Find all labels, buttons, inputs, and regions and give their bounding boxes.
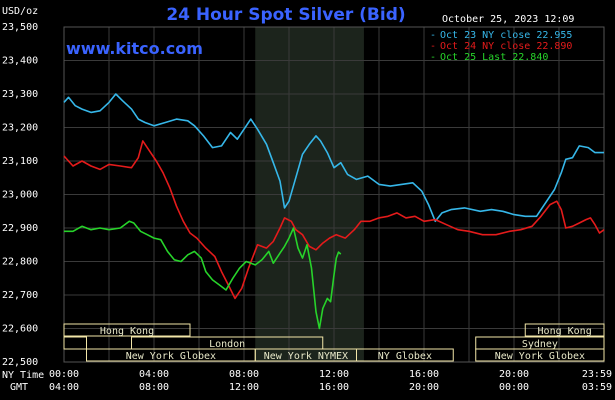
x-tick-gmt: 04:00 bbox=[49, 382, 79, 393]
y-tick-label: 23,200 bbox=[2, 123, 38, 134]
legend-entry-oct24: Oct 24 NY close 22.890 bbox=[440, 41, 572, 52]
x-tick-ny: 00:00 bbox=[49, 369, 79, 380]
y-tick-label: 23,400 bbox=[2, 56, 38, 67]
site-brand: www.kitco.com bbox=[66, 39, 203, 58]
ny-time-label: NY Time bbox=[2, 370, 44, 381]
x-tick-ny: 23:59 bbox=[582, 369, 612, 380]
x-tick-gmt: 08:00 bbox=[139, 382, 169, 393]
session-label: Hong Kong bbox=[100, 326, 154, 337]
session-label: New York Globex bbox=[495, 351, 585, 362]
legend-dash-oct24: - bbox=[430, 41, 436, 52]
legend-dash-oct25: - bbox=[430, 52, 436, 63]
x-tick-ny: 08:00 bbox=[229, 369, 259, 380]
plot-frame bbox=[63, 26, 605, 363]
chart-title: 24 Hour Spot Silver (Bid) bbox=[166, 5, 405, 25]
session-label: Hong Kong bbox=[538, 326, 592, 337]
gmt-label: GMT bbox=[10, 382, 28, 393]
session-box bbox=[356, 348, 454, 362]
session-box bbox=[524, 323, 605, 337]
x-tick-gmt: 20:00 bbox=[409, 382, 439, 393]
session-label: Sydney bbox=[522, 339, 558, 350]
y-tick-label: 22,800 bbox=[2, 257, 38, 268]
series-line-0 bbox=[63, 93, 604, 223]
y-tick-label: 23,300 bbox=[2, 89, 38, 100]
y-tick-label: 23,100 bbox=[2, 156, 38, 167]
session-box bbox=[475, 348, 605, 362]
y-tick-label: 23,000 bbox=[2, 190, 38, 201]
x-tick-gmt: 00:00 bbox=[499, 382, 529, 393]
x-tick-ny: 12:00 bbox=[319, 369, 349, 380]
y-axis-label: USD/oz bbox=[2, 6, 38, 17]
legend: - Oct 23 NY close 22.955 - Oct 24 NY clo… bbox=[430, 30, 572, 63]
y-tick-label: 22,600 bbox=[2, 324, 38, 335]
x-tick-ny: 04:00 bbox=[139, 369, 169, 380]
x-tick-gmt: 12:00 bbox=[229, 382, 259, 393]
x-tick-ny: 20:00 bbox=[499, 369, 529, 380]
session-box bbox=[63, 323, 191, 337]
legend-entry-oct25: Oct 25 Last 22.840 bbox=[440, 52, 548, 63]
session-label: New York NYMEX bbox=[264, 351, 348, 362]
grid-lines bbox=[63, 26, 605, 363]
session-label: NY Globex bbox=[378, 351, 432, 362]
session-label: London bbox=[209, 339, 245, 350]
session-label: New York Globex bbox=[126, 351, 216, 362]
x-tick-gmt: 16:00 bbox=[319, 382, 349, 393]
y-tick-label: 22,700 bbox=[2, 290, 38, 301]
y-tick-label: 23,500 bbox=[2, 22, 38, 33]
legend-dash-oct23: - bbox=[430, 30, 436, 41]
x-tick-ny: 16:00 bbox=[409, 369, 439, 380]
timestamp: October 25, 2023 12:09 bbox=[442, 14, 574, 25]
y-axis-ticks: 22,500 22,600 22,700 22,800 22,900 23,000 23,1… bbox=[2, 22, 38, 368]
y-tick-label: 22,500 bbox=[2, 357, 38, 368]
y-tick-label: 22,900 bbox=[2, 223, 38, 234]
series-line-2 bbox=[64, 220, 342, 330]
x-tick-gmt: 03:59 bbox=[582, 382, 612, 393]
series-line-1 bbox=[63, 140, 605, 300]
x-axis-ticks: 00:00 04:00 04:00 08:00 08:00 12:00 12:00 16:00… bbox=[49, 369, 612, 393]
price-series bbox=[63, 93, 605, 330]
session-box bbox=[63, 336, 87, 350]
legend-entry-oct23: Oct 23 NY close 22.955 bbox=[440, 30, 572, 41]
